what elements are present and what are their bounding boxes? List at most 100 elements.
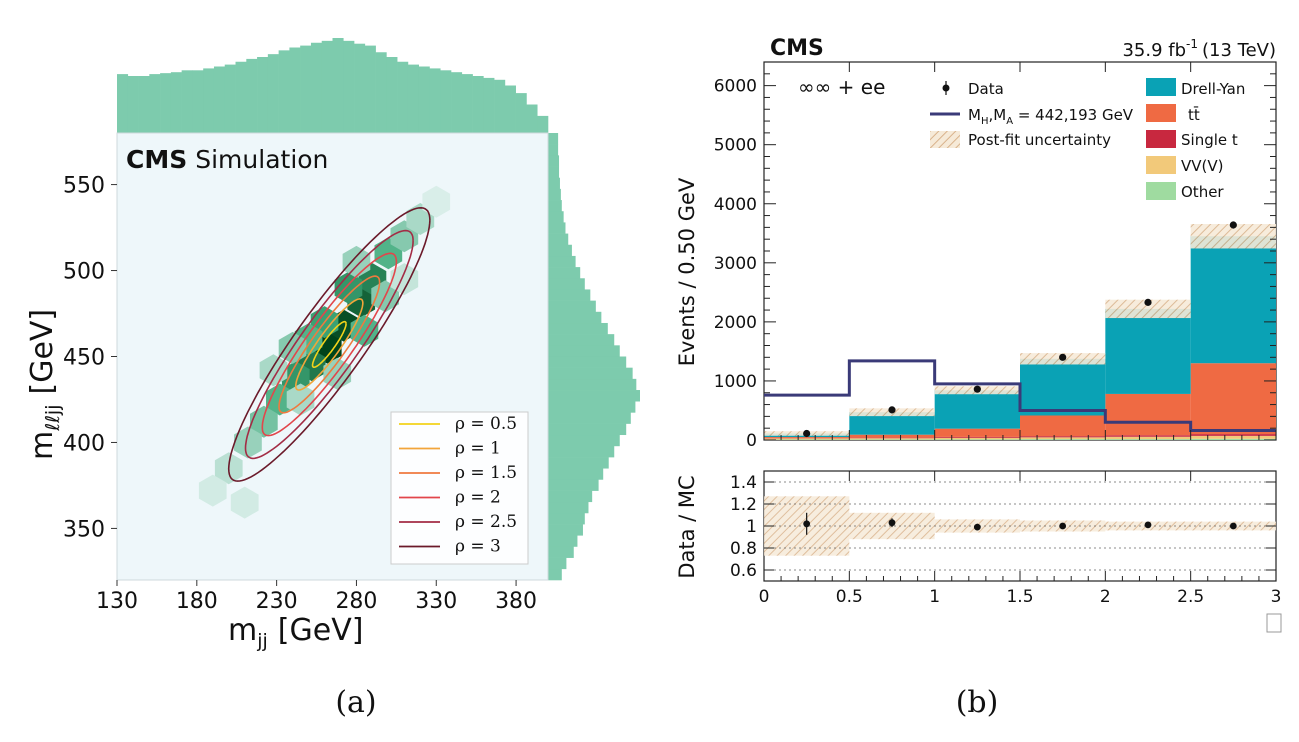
right-hist-bar [548, 189, 561, 200]
top-hist-bar [171, 72, 182, 133]
top-hist-bar [376, 52, 387, 133]
stack-bar [849, 435, 934, 438]
right-hist-bar [548, 435, 620, 446]
y-tick-label-b: 1000 [714, 372, 757, 392]
legend-label-rho: ρ = 3 [455, 537, 501, 557]
ratio-y-tick-label: 1.4 [730, 473, 757, 493]
legend-uncertainty-swatch [930, 131, 960, 148]
stack-bar [849, 438, 934, 439]
top-hist-bar [429, 68, 440, 133]
y-tick-label-b: 3000 [714, 254, 757, 274]
stack-bar [1020, 359, 1105, 416]
right-hist-bar [548, 144, 558, 155]
stack-bar [1191, 236, 1276, 363]
right-hist-bar [548, 345, 620, 356]
y-tick-label-b: 5000 [714, 136, 757, 156]
top-hist-bar [160, 73, 171, 133]
x-tick-label-b: 1 [929, 587, 940, 607]
top-hist-bar [311, 43, 322, 133]
stack-bar [1105, 439, 1190, 440]
data-point [1144, 299, 1151, 306]
right-hist-bar [548, 379, 636, 390]
top-hist-bar [203, 68, 214, 133]
stack-bar [1191, 436, 1276, 439]
x-tick-label-a: 180 [176, 589, 218, 614]
top-hist-bar [236, 62, 247, 133]
caption-a: (a) [335, 685, 376, 720]
right-hist-bar [548, 457, 609, 468]
stack-bar [935, 390, 1020, 428]
right-hist-bar [548, 424, 626, 435]
ratio-y-tick-label: 0.8 [730, 539, 757, 559]
ratio-y-tick-label: 1 [746, 517, 757, 537]
ratio-y-tick-label: 1.2 [730, 495, 757, 515]
top-hist-bar [333, 38, 344, 133]
legend-label-rho: ρ = 0.5 [455, 414, 517, 434]
y-tick-label-a: 350 [63, 517, 105, 542]
stack-bar [1191, 434, 1276, 436]
stack-bar [1191, 363, 1276, 434]
data-point [1059, 354, 1066, 361]
stack-bar [935, 429, 1020, 437]
right-hist-bar [548, 167, 559, 178]
missing-glyph-box [1267, 614, 1281, 632]
ratio-point [1059, 523, 1066, 530]
right-hist-bar [548, 245, 572, 256]
legend-other-swatch [1146, 182, 1176, 200]
stack-bar [849, 438, 934, 439]
stack-bar [764, 439, 849, 440]
ratio-point [974, 524, 981, 531]
right-hist-bar [548, 491, 592, 502]
top-marginal-histogram [117, 38, 548, 133]
ratio-y-tick-label: 0.6 [730, 561, 757, 581]
ratio-y-axis-title: Data / MC [675, 475, 699, 578]
top-hist-bar [128, 76, 139, 133]
right-hist-bar [548, 301, 596, 312]
right-hist-bar [548, 546, 574, 557]
y-tick-label-b: 6000 [714, 77, 757, 97]
right-hist-bar [548, 558, 566, 569]
legend-data-label: Data [968, 80, 1004, 98]
legend-singlet-label: Single t [1181, 131, 1238, 149]
stack-bar [935, 438, 1020, 439]
right-hist-bar [548, 569, 562, 580]
y-axis-title-a: mℓℓjj[GeV] [25, 309, 64, 460]
right-hist-bar [548, 479, 599, 490]
right-hist-bar [548, 323, 608, 334]
top-hist-bar [322, 41, 333, 133]
right-hist-bar [548, 133, 558, 144]
x-tick-label-a: 280 [335, 589, 377, 614]
legend-label-rho: ρ = 2.5 [455, 512, 517, 532]
legend-label-rho: ρ = 2 [455, 488, 501, 508]
x-tick-label-b: 0.5 [836, 587, 863, 607]
caption-b: (b) [956, 685, 999, 720]
top-hist-bar [257, 57, 268, 133]
legend-singlet-swatch [1146, 130, 1176, 148]
top-hist-bar [526, 105, 537, 134]
top-hist-bar [419, 67, 430, 134]
top-hist-bar [343, 41, 354, 133]
data-point [803, 430, 810, 437]
stack-bar [764, 437, 849, 438]
ratio-point [1230, 523, 1237, 530]
top-hist-bar [268, 54, 279, 133]
right-hist-bar [548, 289, 590, 300]
legend-vvv-swatch [1146, 156, 1176, 174]
right-hist-bar [548, 155, 559, 166]
lumi-label: 35.9 fb-1(13 TeV) [1122, 37, 1276, 61]
x-tick-label-b: 1.5 [1006, 587, 1033, 607]
y-tick-label-b: 4000 [714, 195, 757, 215]
top-hist-bar [408, 65, 419, 133]
stack-bar [849, 439, 934, 440]
legend-ttbar-swatch [1146, 104, 1176, 122]
legend-ttbar-label: tt̄ [1188, 105, 1200, 124]
legend-vvv-label: VV(V) [1181, 157, 1224, 175]
right-hist-bar [548, 524, 583, 535]
top-hist-bar [451, 72, 462, 133]
right-hist-bar [548, 200, 562, 211]
ratio-point [803, 520, 810, 527]
x-tick-label-b: 3 [1271, 587, 1282, 607]
top-hist-bar [117, 74, 128, 133]
